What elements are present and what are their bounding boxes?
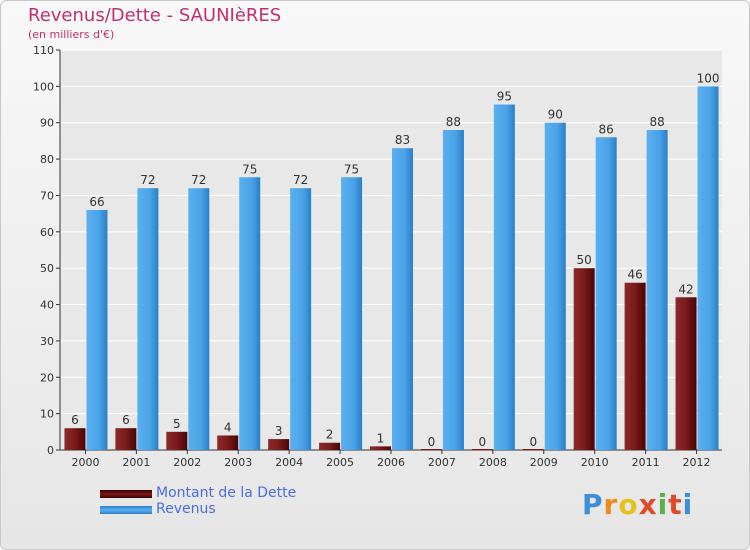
bar-revenue-2000 <box>86 210 108 450</box>
x-tick-label-2010: 2010 <box>581 456 609 469</box>
label-debt-2009: 0 <box>529 435 537 449</box>
label-debt-2008: 0 <box>479 435 487 449</box>
label-debt-2006: 1 <box>377 431 385 445</box>
legend-swatch-revenue <box>100 506 152 514</box>
bar-debt-2000 <box>64 428 86 450</box>
legend-swatch-debt <box>100 490 152 498</box>
x-tick-label-2012: 2012 <box>683 456 711 469</box>
x-tick-label-2002: 2002 <box>173 456 201 469</box>
bar-revenue-2012 <box>697 86 719 450</box>
label-debt-2007: 0 <box>428 435 436 449</box>
logo-letter: t <box>668 488 683 521</box>
label-debt-2002: 5 <box>173 417 181 431</box>
chart-subtitle: (en milliers d'€) <box>28 28 115 41</box>
bar-revenue-2001 <box>137 188 159 450</box>
label-revenue-2002: 72 <box>191 173 206 187</box>
bar-debt-2011 <box>624 282 646 450</box>
label-revenue-2009: 90 <box>548 108 563 122</box>
x-tick-label-2007: 2007 <box>428 456 456 469</box>
label-revenue-2012: 100 <box>697 71 720 85</box>
bar-revenue-2010 <box>595 137 617 451</box>
label-revenue-2001: 72 <box>140 173 155 187</box>
legend-label-revenue: Revenus <box>156 501 216 517</box>
bar-debt-2009 <box>522 449 544 450</box>
y-tick-label: 50 <box>40 262 54 275</box>
bar-revenue-2009 <box>544 122 566 451</box>
label-debt-2005: 2 <box>326 428 334 442</box>
y-tick-label: 80 <box>40 153 54 166</box>
label-debt-2003: 4 <box>224 420 232 434</box>
y-tick-label: 100 <box>33 80 54 93</box>
label-revenue-2006: 83 <box>395 133 410 147</box>
bar-debt-2012 <box>675 297 697 450</box>
y-tick-label: 110 <box>33 44 54 57</box>
chart-title: Revenus/Dette - SAUNIèRES <box>28 5 282 26</box>
label-debt-2001: 6 <box>122 413 130 427</box>
bar-debt-2001 <box>115 428 137 450</box>
label-revenue-2010: 86 <box>599 122 614 136</box>
label-debt-2012: 42 <box>678 282 693 296</box>
bar-revenue-2005 <box>341 177 363 451</box>
x-tick-label-2005: 2005 <box>326 456 354 469</box>
bar-revenue-2004 <box>290 188 312 450</box>
x-tick-label-2008: 2008 <box>479 456 507 469</box>
bar-debt-2003 <box>217 435 239 450</box>
logo-letter: x <box>638 488 658 521</box>
y-tick-label: 30 <box>40 335 54 348</box>
logo-letter: P <box>582 488 604 521</box>
x-tick-label-2004: 2004 <box>275 456 303 469</box>
y-tick-label: 60 <box>40 226 54 239</box>
x-tick-label-2006: 2006 <box>377 456 405 469</box>
plot-area <box>60 50 722 450</box>
bar-revenue-2003 <box>239 177 261 451</box>
logo-letter: i <box>657 488 669 521</box>
bar-revenue-2006 <box>392 148 413 450</box>
legend-label-debt: Montant de la Dette <box>156 485 297 501</box>
x-tick-label-2011: 2011 <box>632 456 660 469</box>
bar-debt-2005 <box>319 442 341 450</box>
label-revenue-2011: 88 <box>649 115 664 129</box>
proxiti-logo: Proxiti <box>582 488 693 521</box>
bar-debt-2010 <box>573 268 595 450</box>
logo-letter: r <box>603 488 619 521</box>
x-tick-label-2000: 2000 <box>71 456 99 469</box>
label-debt-2010: 50 <box>577 253 592 267</box>
label-debt-2004: 3 <box>275 424 283 438</box>
bar-revenue-2002 <box>188 188 210 450</box>
x-tick-label-2003: 2003 <box>224 456 252 469</box>
y-tick-label: 0 <box>47 444 54 457</box>
label-revenue-2005: 75 <box>344 162 359 176</box>
bar-revenue-2011 <box>646 130 668 450</box>
y-tick-label: 90 <box>40 117 54 130</box>
label-debt-2000: 6 <box>71 413 79 427</box>
bar-debt-2002 <box>166 431 188 450</box>
x-tick-label-2009: 2009 <box>530 456 558 469</box>
y-tick-label: 70 <box>40 189 54 202</box>
bar-debt-2004 <box>268 439 290 450</box>
y-tick-label: 40 <box>40 299 54 312</box>
label-revenue-2000: 66 <box>89 195 104 209</box>
label-revenue-2003: 75 <box>242 162 257 176</box>
bar-revenue-2008 <box>493 104 515 450</box>
bar-debt-2006 <box>370 446 391 450</box>
label-debt-2011: 46 <box>627 268 642 282</box>
bar-revenue-2007 <box>442 130 464 450</box>
logo-letter: i <box>682 488 694 521</box>
bar-debt-2007 <box>420 449 442 450</box>
label-revenue-2008: 95 <box>497 90 512 104</box>
x-tick-label-2001: 2001 <box>122 456 150 469</box>
bar-debt-2008 <box>471 449 493 450</box>
label-revenue-2007: 88 <box>446 115 461 129</box>
label-revenue-2004: 72 <box>293 173 308 187</box>
logo-letter: o <box>618 488 639 521</box>
y-tick-label: 10 <box>40 408 54 421</box>
y-tick-label: 20 <box>40 371 54 384</box>
